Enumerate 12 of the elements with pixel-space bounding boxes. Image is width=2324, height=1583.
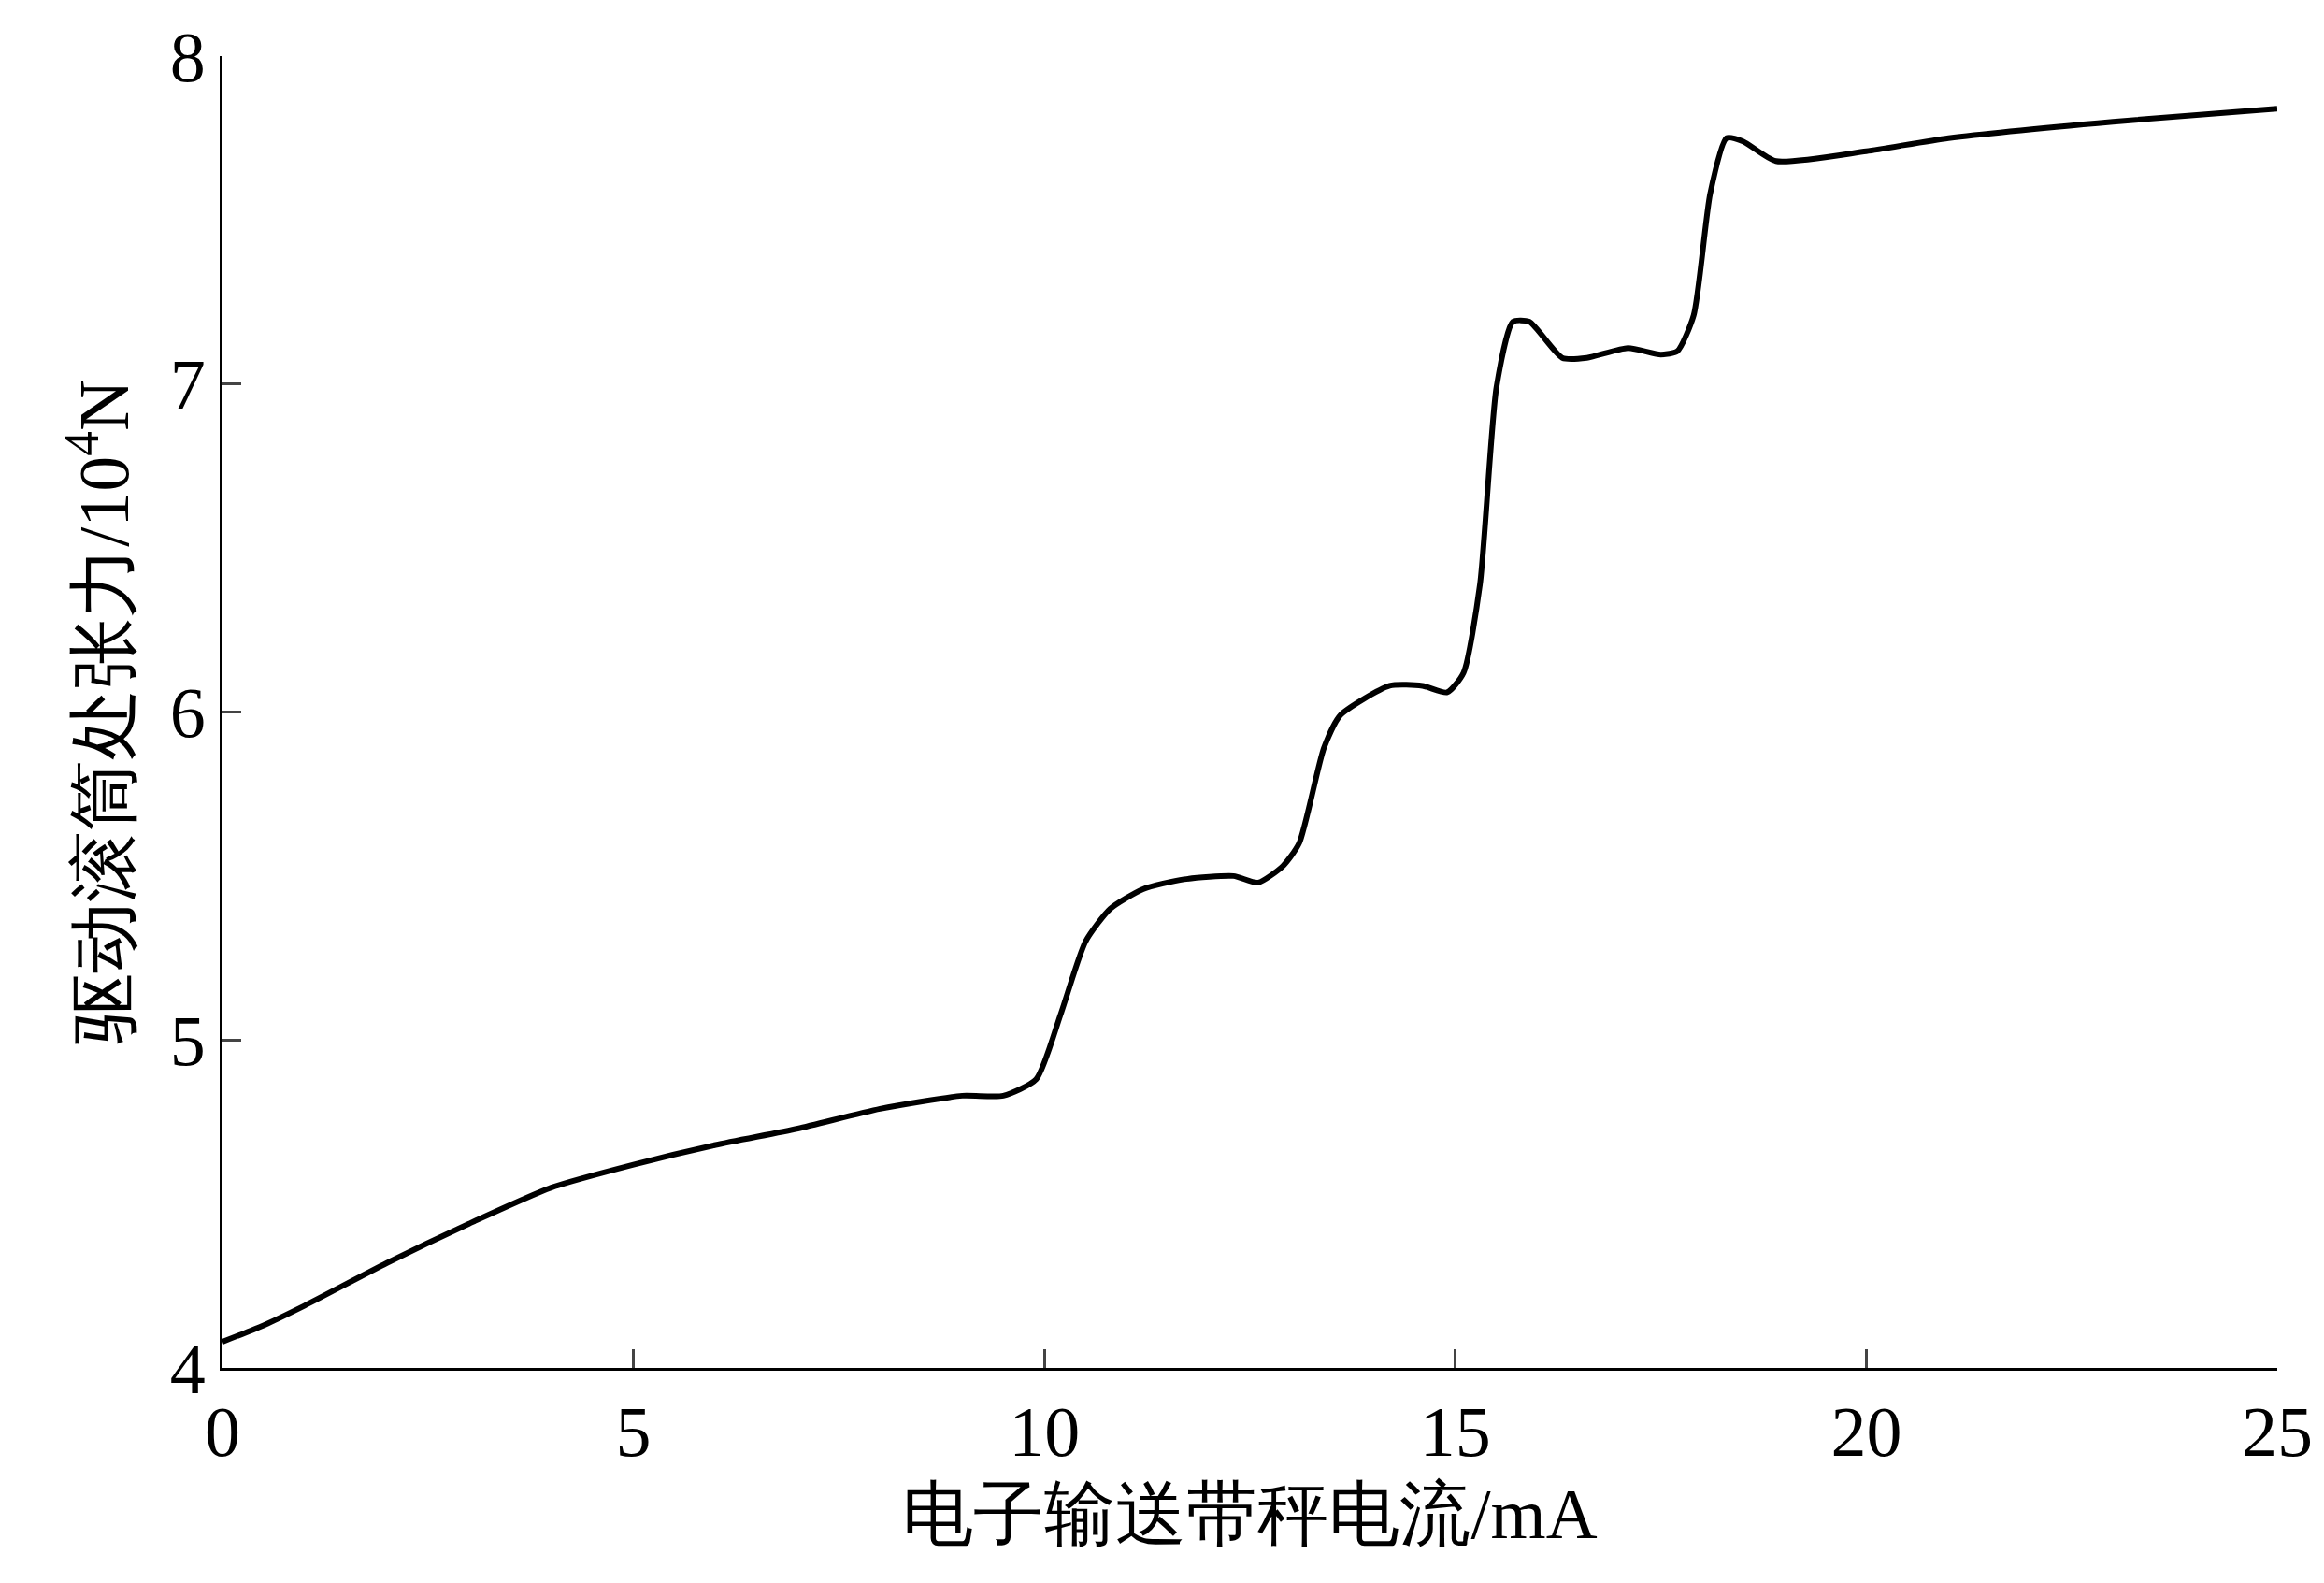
y-tick-label: 8	[169, 17, 206, 96]
x-axis-title: 电子输送带秤电流/mA	[902, 1474, 1598, 1553]
x-tick-label: 0	[205, 1392, 240, 1472]
x-tick-label: 20	[1830, 1392, 1902, 1472]
y-tick-label: 7	[169, 345, 206, 425]
x-tick-label: 10	[1009, 1392, 1081, 1472]
y-tick-label: 6	[169, 673, 206, 753]
x-tick-label: 5	[615, 1392, 652, 1472]
x-tick-label: 15	[1419, 1392, 1491, 1472]
y-tick-label: 4	[169, 1329, 206, 1408]
y-tick-label: 5	[169, 1000, 206, 1080]
x-tick-label: 25	[2242, 1392, 2313, 1472]
